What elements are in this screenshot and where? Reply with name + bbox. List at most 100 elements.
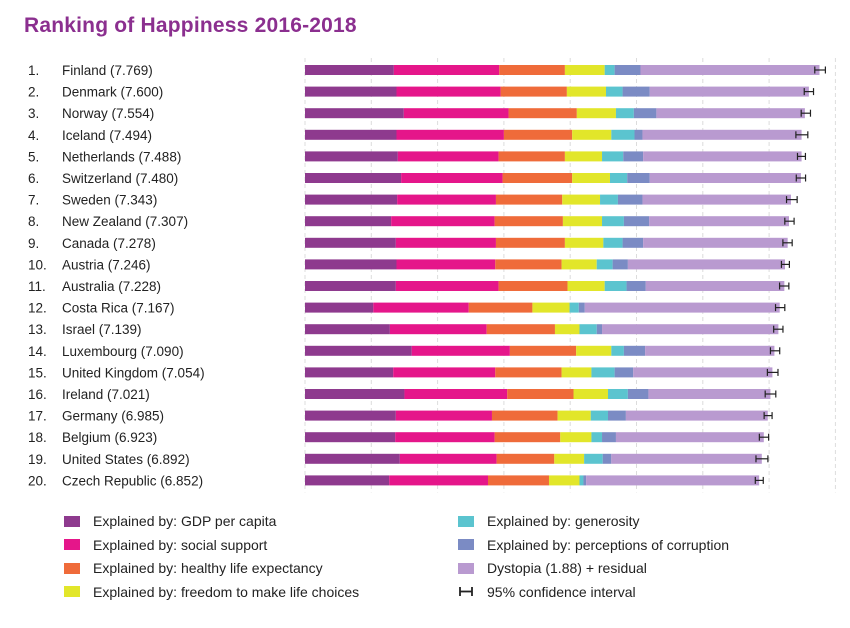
bar-segment bbox=[600, 194, 618, 205]
bar-segment bbox=[602, 151, 624, 162]
bar-segment bbox=[395, 410, 492, 421]
country-label: Switzerland (7.480) bbox=[62, 171, 178, 186]
bar-segment bbox=[399, 453, 497, 464]
bar-segment bbox=[548, 475, 580, 486]
legend-swatch bbox=[64, 515, 80, 527]
bar-segment bbox=[656, 108, 805, 119]
legend-swatch bbox=[64, 539, 80, 550]
bar-segment bbox=[645, 281, 785, 291]
bar-segment bbox=[566, 86, 607, 97]
bar-segment bbox=[305, 302, 374, 313]
bar-segment bbox=[612, 259, 628, 270]
legend-item: Explained by: GDP per capita bbox=[64, 513, 276, 529]
bar-segment bbox=[569, 302, 579, 313]
bar-segment bbox=[391, 216, 495, 227]
bar-segment bbox=[495, 259, 562, 270]
chart-title: Ranking of Happiness 2016-2018 bbox=[24, 14, 357, 37]
bar-segment bbox=[611, 345, 624, 356]
bar-segment bbox=[627, 173, 650, 183]
rank-label: 10. bbox=[28, 257, 47, 272]
bar-segment bbox=[642, 194, 791, 205]
country-label: Norway (7.554) bbox=[62, 106, 154, 121]
country-label: Austria (7.246) bbox=[62, 257, 151, 272]
legend-swatch bbox=[64, 562, 80, 574]
country-label: Israel (7.139) bbox=[62, 322, 142, 337]
rank-label: 14. bbox=[28, 344, 47, 359]
bar-segment bbox=[596, 259, 613, 270]
rank-label: 12. bbox=[28, 301, 47, 316]
rank-label: 8. bbox=[28, 214, 39, 229]
bar-segment bbox=[395, 281, 499, 291]
bar-segment bbox=[567, 281, 605, 291]
bar-segment bbox=[305, 345, 412, 356]
bar-segment bbox=[305, 216, 392, 227]
bar-segment bbox=[611, 129, 635, 140]
bar-segment bbox=[583, 475, 587, 486]
rank-label: 1. bbox=[28, 63, 39, 78]
legend-item: Explained by: freedom to make life choic… bbox=[64, 584, 359, 600]
happiness-stacked-bar-chart: 1. Finland (7.769) 2. Denmark (7.600) 3. Norw… bbox=[28, 58, 836, 493]
bar-segment bbox=[625, 410, 768, 421]
bar-segment bbox=[305, 367, 394, 378]
bar-segment bbox=[572, 173, 610, 183]
bar-segment bbox=[560, 432, 592, 443]
bar-segment bbox=[602, 216, 624, 227]
bar-segment bbox=[486, 324, 555, 335]
bar-segment bbox=[305, 129, 397, 140]
country-label: Czech Republic (6.852) bbox=[62, 473, 203, 488]
bar-segment bbox=[627, 389, 649, 399]
bar-segment bbox=[586, 475, 760, 486]
bar-segment bbox=[305, 259, 397, 270]
bar-segment bbox=[557, 410, 591, 421]
bar-segment bbox=[643, 237, 788, 248]
country-label: Finland (7.769) bbox=[62, 63, 153, 78]
legend-item: Dystopia (1.88) + residual bbox=[458, 560, 647, 576]
bar-segment bbox=[532, 302, 570, 313]
bar-segment bbox=[305, 281, 396, 291]
bar-segment bbox=[393, 65, 500, 75]
bar-segment bbox=[611, 453, 762, 464]
legend-label: Explained by: social support bbox=[93, 536, 268, 553]
bar-segment bbox=[495, 367, 562, 378]
rank-label: 5. bbox=[28, 149, 39, 164]
bar-segment bbox=[561, 259, 597, 270]
bar-segment bbox=[499, 65, 565, 75]
bar-segment bbox=[494, 216, 563, 227]
bar-segment bbox=[395, 237, 496, 248]
bar-segment bbox=[623, 151, 644, 162]
bar-segment bbox=[564, 237, 604, 248]
bar-segment bbox=[564, 151, 603, 162]
bar-segment bbox=[584, 453, 603, 464]
country-label: Costa Rica (7.167) bbox=[62, 301, 175, 316]
bar-segment bbox=[396, 86, 501, 97]
country-label: Iceland (7.494) bbox=[62, 128, 152, 143]
bar-segment bbox=[573, 389, 608, 399]
bar-segment bbox=[562, 194, 601, 205]
bar-segment bbox=[509, 345, 577, 356]
bar-segment bbox=[305, 475, 390, 486]
country-label: Germany (6.985) bbox=[62, 409, 164, 424]
legend-item: Explained by: healthy life expectancy bbox=[64, 560, 323, 576]
bar-segment bbox=[397, 151, 499, 162]
bar-segment bbox=[498, 281, 568, 291]
bar-segment bbox=[634, 129, 643, 140]
bar-segment bbox=[614, 65, 641, 75]
bar-segment bbox=[615, 108, 634, 119]
country-label: United States (6.892) bbox=[62, 452, 190, 467]
bar-segment bbox=[305, 324, 390, 335]
country-label: Sweden (7.343) bbox=[62, 193, 157, 208]
legend-label: Explained by: generosity bbox=[487, 513, 640, 529]
bar-segment bbox=[498, 151, 565, 162]
legend-swatch bbox=[458, 562, 474, 574]
bar-segment bbox=[607, 410, 626, 421]
bar-segment bbox=[495, 237, 565, 248]
bar-segment bbox=[643, 151, 802, 162]
rank-label: 9. bbox=[28, 236, 39, 251]
bar-segment bbox=[396, 259, 496, 270]
bar-segment bbox=[645, 345, 775, 356]
legend-swatch bbox=[458, 515, 474, 527]
bar-segment bbox=[626, 281, 646, 291]
bar-segment bbox=[468, 302, 533, 313]
rank-label: 13. bbox=[28, 322, 47, 337]
legend-item: 95% confidence interval bbox=[458, 584, 636, 600]
